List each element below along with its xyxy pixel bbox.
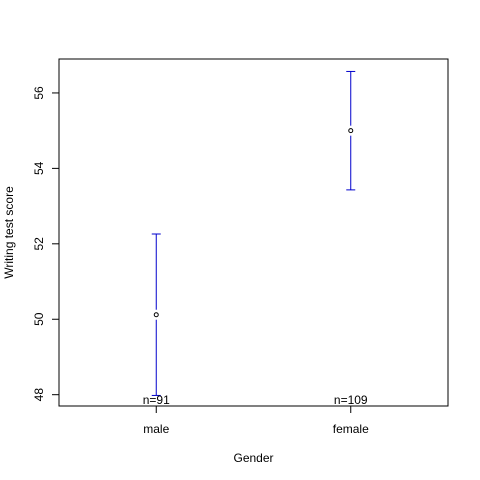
x-axis-label: Gender: [233, 451, 273, 465]
n-label: n=91: [143, 393, 170, 407]
mean-point: [153, 312, 159, 318]
y-tick-label: 52: [32, 237, 46, 251]
x-tick-label: female: [333, 422, 369, 436]
plot-box: [58, 58, 449, 407]
x-axis: male female: [143, 405, 369, 436]
y-axis: 48 50 52 54 56: [32, 86, 60, 402]
x-tick-label: male: [143, 422, 169, 436]
series: n=91 n=109: [143, 70, 368, 407]
n-label: n=109: [334, 393, 368, 407]
y-tick-label: 50: [32, 312, 46, 326]
y-tick-label: 56: [32, 86, 46, 100]
y-tick-label: 54: [32, 161, 46, 175]
y-axis-label: Writing test score: [2, 186, 16, 279]
y-tick-label: 48: [32, 388, 46, 402]
mean-point: [348, 128, 354, 134]
